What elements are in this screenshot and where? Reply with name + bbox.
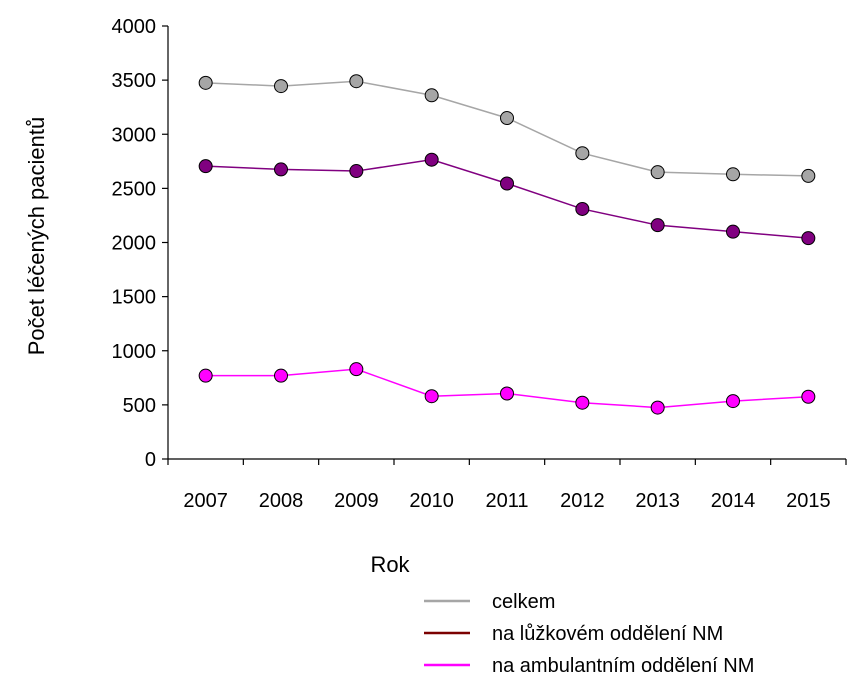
data-point <box>650 400 665 415</box>
data-point <box>424 88 439 103</box>
data-point <box>349 362 364 377</box>
data-point <box>801 231 816 246</box>
data-point <box>575 395 590 410</box>
data-point <box>274 79 288 94</box>
data-point <box>801 389 816 404</box>
y-tick-label: 500 <box>123 395 156 417</box>
y-tick-label: 1000 <box>112 341 157 363</box>
x-axis-title: Rok <box>370 552 410 577</box>
data-point <box>198 368 213 383</box>
x-tick-label: 2012 <box>560 490 605 512</box>
data-point <box>349 164 364 179</box>
data-point <box>424 389 439 404</box>
y-tick-label: 0 <box>145 449 156 471</box>
series-group <box>198 74 816 415</box>
data-point <box>726 224 740 239</box>
data-point <box>500 111 514 126</box>
x-tick-label: 2008 <box>259 490 304 512</box>
data-point <box>801 168 816 183</box>
axes <box>162 25 847 465</box>
y-tick-label: 4000 <box>112 16 157 38</box>
y-tick-labels: 0 500 1000 1500 2000 2500 3000 3500 4000 <box>112 16 157 471</box>
data-point <box>650 218 665 233</box>
series-3 <box>198 362 816 415</box>
x-tick-label: 2009 <box>334 490 379 512</box>
data-point <box>500 386 514 401</box>
y-tick-label: 3000 <box>112 124 157 146</box>
data-point <box>726 394 740 409</box>
data-point <box>198 75 213 90</box>
data-point <box>274 368 288 383</box>
x-tick-label: 2007 <box>183 490 228 512</box>
data-point <box>575 146 590 161</box>
legend-label: na ambulantním oddělení NM <box>492 655 754 677</box>
data-point <box>424 152 439 167</box>
series-1 <box>198 74 816 183</box>
series-line <box>205 80 809 177</box>
data-point <box>726 167 740 182</box>
data-point <box>650 165 665 180</box>
series-line <box>205 158 809 239</box>
data-point <box>500 176 514 191</box>
y-axis-title: Počet léčených pacientů <box>24 117 49 356</box>
y-tick-label: 2000 <box>112 233 157 255</box>
legend-label: celkem <box>492 591 555 613</box>
series-2 <box>198 152 816 246</box>
data-point <box>198 159 213 174</box>
y-tick-label: 2500 <box>112 178 157 200</box>
data-point <box>274 162 288 177</box>
data-point <box>575 201 590 216</box>
x-tick-labels: 2007 2008 2009 2010 2011 2012 2013 2014 2015 <box>183 490 830 512</box>
data-point <box>349 74 364 89</box>
x-tick-label: 2010 <box>409 490 454 512</box>
x-tick-label: 2015 <box>786 490 831 512</box>
legend: celkem na lůžkovém oddělení NM na ambulant… <box>424 591 754 677</box>
x-tick-label: 2014 <box>711 490 756 512</box>
x-tick-label: 2013 <box>635 490 680 512</box>
legend-label: na lůžkovém oddělení NM <box>492 623 723 645</box>
y-tick-label: 3500 <box>112 70 157 92</box>
x-tick-label: 2011 <box>485 490 528 512</box>
y-tick-label: 1500 <box>112 287 157 309</box>
